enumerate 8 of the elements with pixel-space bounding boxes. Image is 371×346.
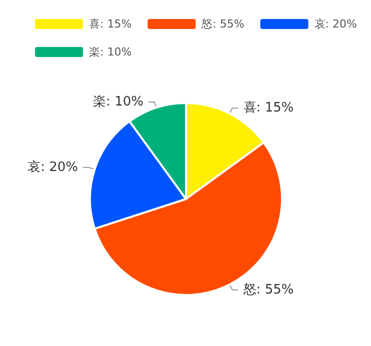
legend-label: 怒: 55% <box>200 18 244 30</box>
slice-label: 楽: 10% <box>93 94 144 110</box>
legend-label: 哀: 20% <box>314 18 357 30</box>
legend-label: 喜: 15% <box>89 18 132 30</box>
legend-label: 楽: 10% <box>89 46 132 58</box>
slice-label: 喜: 15% <box>243 100 294 116</box>
slice-label: 怒: 55% <box>242 282 294 298</box>
slice-label: 哀: 20% <box>28 160 78 175</box>
